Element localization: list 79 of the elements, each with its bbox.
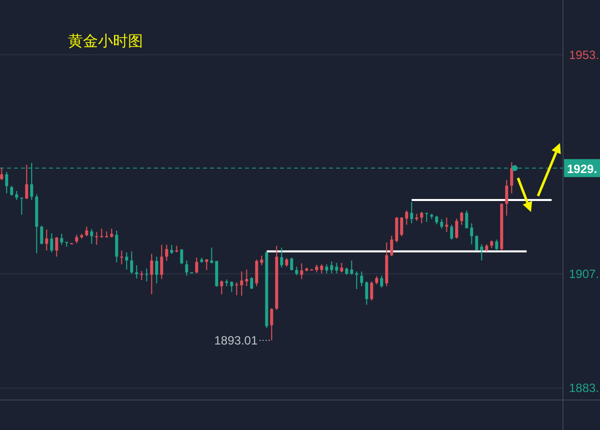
candlestick	[140, 270, 144, 280]
candlestick	[455, 218, 458, 240]
candlestick	[10, 185, 14, 196]
candlestick	[135, 264, 138, 280]
candlestick	[220, 280, 224, 295]
candlestick	[160, 244, 164, 280]
candlestick	[20, 197, 24, 216]
candlestick	[195, 257, 198, 274]
candlestick	[350, 260, 354, 276]
candlestick	[475, 234, 478, 251]
candlestick	[90, 228, 94, 244]
candlestick	[325, 264, 328, 274]
candlestick	[0, 167, 4, 180]
candlestick	[180, 248, 184, 265]
candlestick	[50, 232, 54, 253]
candlestick	[170, 244, 174, 254]
candlestick	[290, 257, 294, 271]
y-tick-label: 1907.	[569, 266, 600, 281]
candlestick	[390, 235, 394, 257]
candlestick	[335, 262, 338, 274]
candlestick	[60, 233, 64, 246]
candlestick	[45, 229, 48, 251]
candlestick	[320, 264, 324, 274]
candlestick	[465, 210, 468, 230]
candlestick	[165, 244, 168, 262]
candlestick	[245, 269, 248, 287]
candlestick	[460, 211, 464, 226]
candlestick	[55, 236, 58, 258]
candlestick	[450, 224, 454, 240]
candlestick	[480, 244, 484, 261]
candlestick	[370, 280, 374, 301]
candlestick	[115, 230, 118, 263]
candlestick	[240, 270, 244, 296]
ref-line-label: 1929.	[567, 162, 598, 176]
candlestick	[280, 247, 284, 268]
candlestick	[235, 282, 238, 296]
candlestick	[300, 262, 304, 280]
y-tick-label: 1953.	[569, 48, 600, 62]
candlestick	[400, 216, 404, 237]
candlestick	[380, 275, 384, 288]
candlestick	[360, 270, 364, 287]
candlestick	[425, 212, 428, 222]
candlestick	[440, 218, 444, 230]
candlestick	[395, 216, 398, 243]
candlestick	[230, 280, 234, 292]
text: 黄金小时图	[68, 33, 143, 50]
candlestick	[145, 268, 148, 282]
candlestick	[330, 260, 334, 274]
candlestick	[270, 308, 274, 341]
candlestick	[5, 171, 8, 194]
candlestick	[120, 250, 124, 265]
candlestick	[495, 239, 498, 250]
candlestick	[250, 276, 254, 290]
candlestick	[210, 247, 214, 264]
candlestick	[130, 250, 134, 274]
candlestick	[365, 280, 368, 306]
candlestick	[340, 262, 344, 273]
candlestick	[155, 256, 158, 284]
annotation: 1893.01	[214, 333, 258, 348]
candlestick	[185, 260, 188, 276]
candlestick	[410, 201, 414, 224]
candlestick	[25, 164, 28, 200]
candlestick	[85, 226, 88, 237]
candlestick	[205, 258, 208, 270]
candlestick	[510, 162, 514, 194]
candlestick	[260, 255, 264, 266]
candlestick	[150, 253, 154, 295]
y-tick-label: 1883.	[569, 381, 600, 396]
candlestick	[355, 270, 358, 290]
candlestick	[100, 228, 104, 238]
candlestick	[255, 259, 258, 287]
candlestick	[420, 211, 424, 224]
candlestick	[405, 210, 408, 226]
candlestick	[15, 190, 18, 200]
candlestick	[40, 225, 44, 245]
candlestick	[125, 252, 128, 270]
candlestick	[505, 180, 508, 216]
candlestick	[95, 231, 98, 246]
candlestick	[470, 222, 474, 245]
